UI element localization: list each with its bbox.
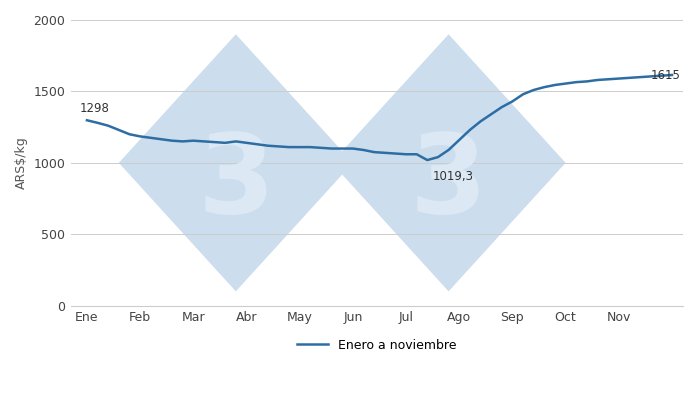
Y-axis label: ARS$/kg: ARS$/kg	[15, 136, 28, 189]
Text: 1615: 1615	[651, 69, 681, 82]
Text: 3: 3	[197, 129, 274, 236]
Polygon shape	[119, 34, 353, 291]
Legend: Enero a noviembre: Enero a noviembre	[292, 334, 462, 356]
Text: 3: 3	[410, 129, 487, 236]
Text: 1298: 1298	[80, 102, 110, 115]
Polygon shape	[332, 34, 566, 291]
Text: 1019,3: 1019,3	[433, 170, 474, 182]
